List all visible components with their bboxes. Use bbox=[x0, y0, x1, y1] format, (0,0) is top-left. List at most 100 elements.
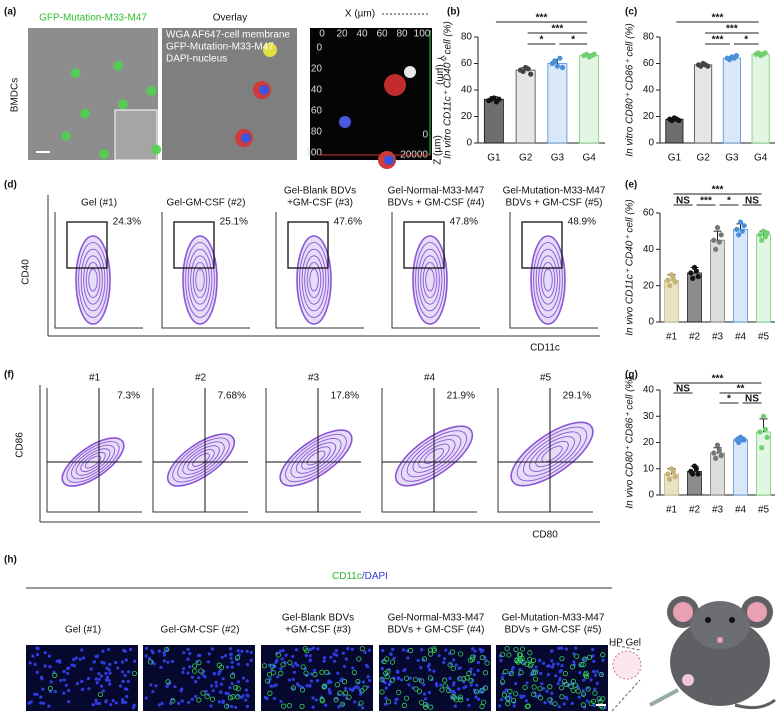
nucleus bbox=[572, 660, 576, 664]
cd11c-cell bbox=[482, 670, 489, 676]
cd11c-cell bbox=[524, 703, 530, 710]
nucleus bbox=[308, 659, 312, 663]
cd11c-cell bbox=[516, 652, 522, 658]
nucleus bbox=[380, 667, 384, 671]
stain-title: CD11c/DAPI bbox=[332, 571, 388, 582]
cd11c-cell bbox=[196, 697, 202, 703]
x-tick-label: G1 bbox=[668, 153, 682, 164]
nucleus bbox=[499, 698, 504, 702]
tissue-image bbox=[26, 645, 138, 711]
cd11c-cell bbox=[518, 669, 524, 676]
nucleus bbox=[94, 698, 98, 702]
nucleus bbox=[80, 687, 85, 691]
nucleus bbox=[99, 674, 104, 678]
contour bbox=[66, 441, 120, 483]
nucleus bbox=[35, 670, 39, 675]
cd11c-cell bbox=[427, 647, 434, 653]
data-point bbox=[764, 230, 770, 236]
nucleus bbox=[113, 660, 118, 665]
x-tick-label: #3 bbox=[712, 332, 724, 343]
nucleus bbox=[80, 648, 84, 652]
nucleus bbox=[105, 675, 110, 679]
y-tick-label: 80 bbox=[461, 32, 473, 43]
nucleus bbox=[149, 683, 153, 687]
cd11c-cell bbox=[286, 703, 292, 709]
y-tick-label: 20 bbox=[643, 280, 655, 291]
contour bbox=[192, 453, 210, 467]
mouse-eye bbox=[729, 617, 735, 623]
nucleus bbox=[245, 693, 249, 697]
nucleus bbox=[595, 681, 599, 685]
cd11c-cell bbox=[559, 694, 565, 700]
inset-image bbox=[114, 109, 158, 161]
flow-title: Gel-GM-CSF (#2) bbox=[167, 198, 246, 209]
cd11c-cell bbox=[537, 686, 543, 692]
cd11c-cell bbox=[341, 679, 348, 685]
cd11c-cell bbox=[418, 699, 425, 706]
data-point bbox=[714, 442, 721, 448]
nucleus bbox=[457, 687, 461, 691]
nucleus bbox=[574, 646, 578, 650]
nucleus bbox=[383, 702, 387, 707]
cd11c-cell bbox=[422, 704, 429, 710]
cd11c-cell bbox=[527, 663, 533, 669]
nucleus bbox=[557, 705, 561, 709]
nucleus bbox=[211, 689, 215, 693]
nucleus bbox=[309, 672, 313, 676]
cd11c-cell bbox=[170, 698, 176, 704]
nucleus bbox=[452, 658, 456, 662]
data-point bbox=[672, 279, 678, 285]
nucleus bbox=[194, 694, 198, 699]
nucleus bbox=[342, 693, 346, 697]
x-tick-label: #2 bbox=[689, 505, 701, 516]
contour bbox=[529, 436, 575, 472]
nucleus bbox=[353, 685, 358, 689]
nucleus bbox=[122, 648, 126, 652]
group-title: BDVs + GM-CSF (#5) bbox=[505, 625, 602, 636]
nucleus bbox=[207, 652, 211, 656]
cd11c-cell bbox=[580, 662, 586, 668]
sig-label: * bbox=[727, 394, 731, 405]
bar bbox=[733, 228, 748, 323]
y-tick-label: 40 bbox=[643, 244, 655, 255]
nucleus bbox=[600, 672, 604, 676]
nucleus bbox=[557, 678, 562, 682]
cd11c-cell bbox=[439, 687, 445, 693]
nucleus bbox=[170, 659, 175, 663]
cd11c-cell bbox=[499, 651, 506, 658]
nucleus bbox=[305, 684, 309, 688]
cd11c-cell bbox=[343, 690, 349, 696]
mouse-tail bbox=[734, 698, 776, 710]
nucleus bbox=[276, 675, 280, 679]
sig-label: *** bbox=[552, 24, 564, 35]
nucleus bbox=[162, 659, 166, 663]
cd11c-cell bbox=[235, 686, 241, 692]
nucleus bbox=[387, 683, 391, 687]
nucleus bbox=[160, 701, 164, 706]
cd11c-cell bbox=[379, 689, 385, 695]
contour bbox=[88, 268, 98, 292]
nucleus bbox=[334, 649, 338, 653]
nucleus bbox=[308, 683, 312, 687]
nucleus bbox=[118, 684, 123, 688]
y-tick-label: 0 bbox=[648, 138, 654, 149]
nucleus bbox=[151, 651, 155, 655]
flow-frame bbox=[46, 388, 142, 513]
contour bbox=[401, 430, 467, 482]
contour bbox=[543, 268, 553, 292]
nucleus bbox=[348, 687, 352, 691]
nucleus bbox=[279, 667, 283, 671]
axis-title: CD86 bbox=[15, 432, 26, 458]
nucleus bbox=[524, 699, 529, 703]
nucleus bbox=[249, 650, 253, 655]
x-tick-label: #5 bbox=[758, 332, 770, 343]
nucleus bbox=[162, 653, 167, 657]
nucleus bbox=[478, 647, 482, 651]
nucleus bbox=[522, 694, 526, 698]
y-tick-label: 60 bbox=[461, 58, 473, 69]
cd11c-cell bbox=[299, 703, 305, 709]
nucleus bbox=[39, 701, 43, 705]
nucleus bbox=[121, 679, 125, 684]
nucleus bbox=[245, 679, 249, 683]
